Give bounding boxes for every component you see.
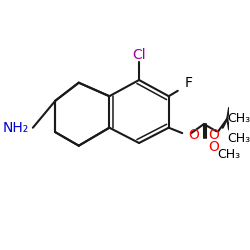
Text: CH₃: CH₃ bbox=[227, 112, 250, 125]
Text: CH₃: CH₃ bbox=[217, 148, 240, 161]
Text: CH₃: CH₃ bbox=[227, 132, 250, 145]
Text: Cl: Cl bbox=[132, 48, 146, 62]
Text: O: O bbox=[188, 128, 200, 142]
Text: O: O bbox=[208, 128, 219, 142]
Text: F: F bbox=[185, 76, 193, 90]
Text: O: O bbox=[208, 140, 219, 154]
Text: NH₂: NH₂ bbox=[3, 121, 29, 135]
